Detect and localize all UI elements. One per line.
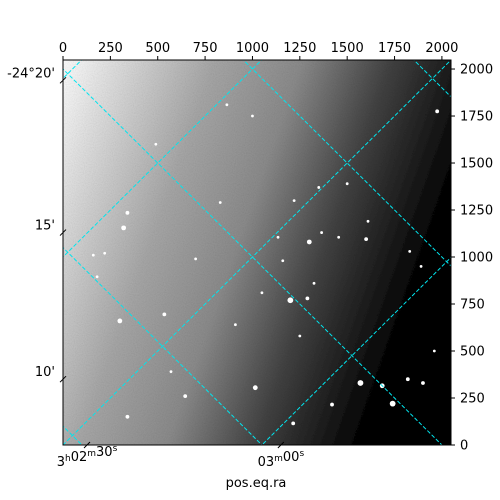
star bbox=[432, 349, 436, 353]
right-tick-label: 1750 bbox=[460, 110, 493, 125]
coordinate-grid bbox=[63, 60, 470, 445]
ra-unit: m bbox=[274, 454, 283, 464]
star bbox=[305, 296, 310, 301]
star bbox=[154, 142, 158, 146]
star bbox=[251, 114, 254, 118]
star bbox=[298, 334, 302, 338]
star bbox=[276, 235, 280, 239]
right-tick-label: 1250 bbox=[460, 204, 493, 219]
top-tick-label: 750 bbox=[193, 41, 218, 56]
star bbox=[234, 323, 237, 327]
ra-value: 30 bbox=[96, 445, 113, 460]
grid-line bbox=[451, 417, 470, 436]
top-pixel-axis: 0 250 500 750 1000 1250 1500 1750 2000 bbox=[59, 41, 458, 60]
star bbox=[317, 186, 321, 189]
dec-tick-mark bbox=[59, 76, 67, 84]
dec-tick-label: 15' bbox=[35, 219, 55, 234]
star bbox=[320, 231, 324, 234]
right-tick-label: 250 bbox=[460, 392, 485, 407]
grid-line bbox=[63, 246, 263, 445]
star bbox=[389, 400, 396, 407]
star bbox=[281, 259, 285, 263]
grid-line bbox=[63, 60, 263, 258]
dec-tick-mark bbox=[59, 229, 67, 236]
star bbox=[405, 377, 410, 382]
star bbox=[337, 235, 341, 239]
right-tick-label: 500 bbox=[460, 345, 485, 360]
grid-line bbox=[261, 256, 451, 445]
star bbox=[103, 251, 107, 255]
ra-unit: s bbox=[299, 449, 304, 459]
right-tick-label: 2000 bbox=[460, 63, 493, 78]
star bbox=[364, 237, 369, 242]
x-axis-title: pos.eq.ra bbox=[226, 476, 287, 491]
ra-value: 02 bbox=[71, 450, 88, 465]
ra-unit: m bbox=[87, 449, 96, 459]
plot-frame bbox=[62, 59, 452, 446]
star bbox=[225, 103, 229, 107]
top-tick-label: 500 bbox=[145, 41, 170, 56]
star bbox=[125, 210, 130, 215]
star bbox=[287, 297, 294, 304]
star bbox=[312, 281, 316, 285]
star bbox=[279, 54, 282, 57]
star bbox=[357, 380, 364, 386]
star bbox=[306, 239, 312, 245]
top-tick-label: 250 bbox=[98, 41, 123, 56]
dec-axis: -24°20' 15' 10' bbox=[7, 66, 67, 383]
star bbox=[121, 225, 127, 231]
ra-tick-mark bbox=[83, 441, 91, 449]
right-tick-label: 1000 bbox=[460, 251, 493, 266]
grid-line bbox=[242, 60, 451, 267]
dec-tick-label: 10' bbox=[35, 365, 55, 380]
ra-tick-label: 03m00s bbox=[258, 449, 305, 470]
star bbox=[194, 257, 198, 261]
grid-line bbox=[63, 60, 451, 445]
right-pixel-axis: 0 250 500 750 1000 1250 1500 1750 2000 bbox=[451, 63, 493, 454]
top-tick-label: 0 bbox=[59, 41, 67, 56]
dec-tick-label: -24°20' bbox=[7, 66, 55, 81]
top-tick-label: 1250 bbox=[283, 41, 316, 56]
star bbox=[435, 109, 440, 114]
star bbox=[260, 291, 264, 295]
top-tick-label: 1000 bbox=[236, 41, 269, 56]
grid-line bbox=[63, 68, 443, 445]
star bbox=[91, 253, 95, 257]
ra-tick-label: 3h02m30s bbox=[57, 444, 118, 470]
star-field bbox=[91, 54, 440, 426]
top-tick-label: 2000 bbox=[425, 41, 458, 56]
star bbox=[162, 312, 167, 317]
star bbox=[419, 265, 423, 268]
star bbox=[218, 201, 222, 204]
star bbox=[117, 318, 123, 324]
ra-unit: s bbox=[113, 444, 118, 454]
ra-value: 3 bbox=[57, 455, 65, 470]
star bbox=[169, 370, 173, 374]
star bbox=[125, 414, 130, 419]
ra-value: 00 bbox=[283, 450, 300, 465]
dec-tick-mark bbox=[59, 375, 67, 383]
right-tick-label: 1500 bbox=[460, 157, 493, 172]
plot-area bbox=[63, 54, 470, 445]
star bbox=[252, 385, 258, 391]
star bbox=[421, 381, 425, 385]
right-tick-label: 0 bbox=[460, 439, 468, 454]
ra-tick-mark bbox=[277, 441, 285, 449]
top-tick-label: 1750 bbox=[378, 41, 411, 56]
right-tick-label: 750 bbox=[460, 298, 485, 313]
ra-unit: h bbox=[65, 454, 71, 464]
star bbox=[366, 219, 370, 223]
ra-value: 03 bbox=[258, 455, 275, 470]
star bbox=[345, 182, 349, 186]
star bbox=[292, 199, 296, 203]
star bbox=[183, 394, 188, 399]
top-tick-label: 1500 bbox=[331, 41, 364, 56]
star bbox=[95, 275, 99, 279]
star bbox=[330, 402, 334, 407]
star bbox=[408, 249, 412, 253]
star bbox=[291, 421, 296, 426]
